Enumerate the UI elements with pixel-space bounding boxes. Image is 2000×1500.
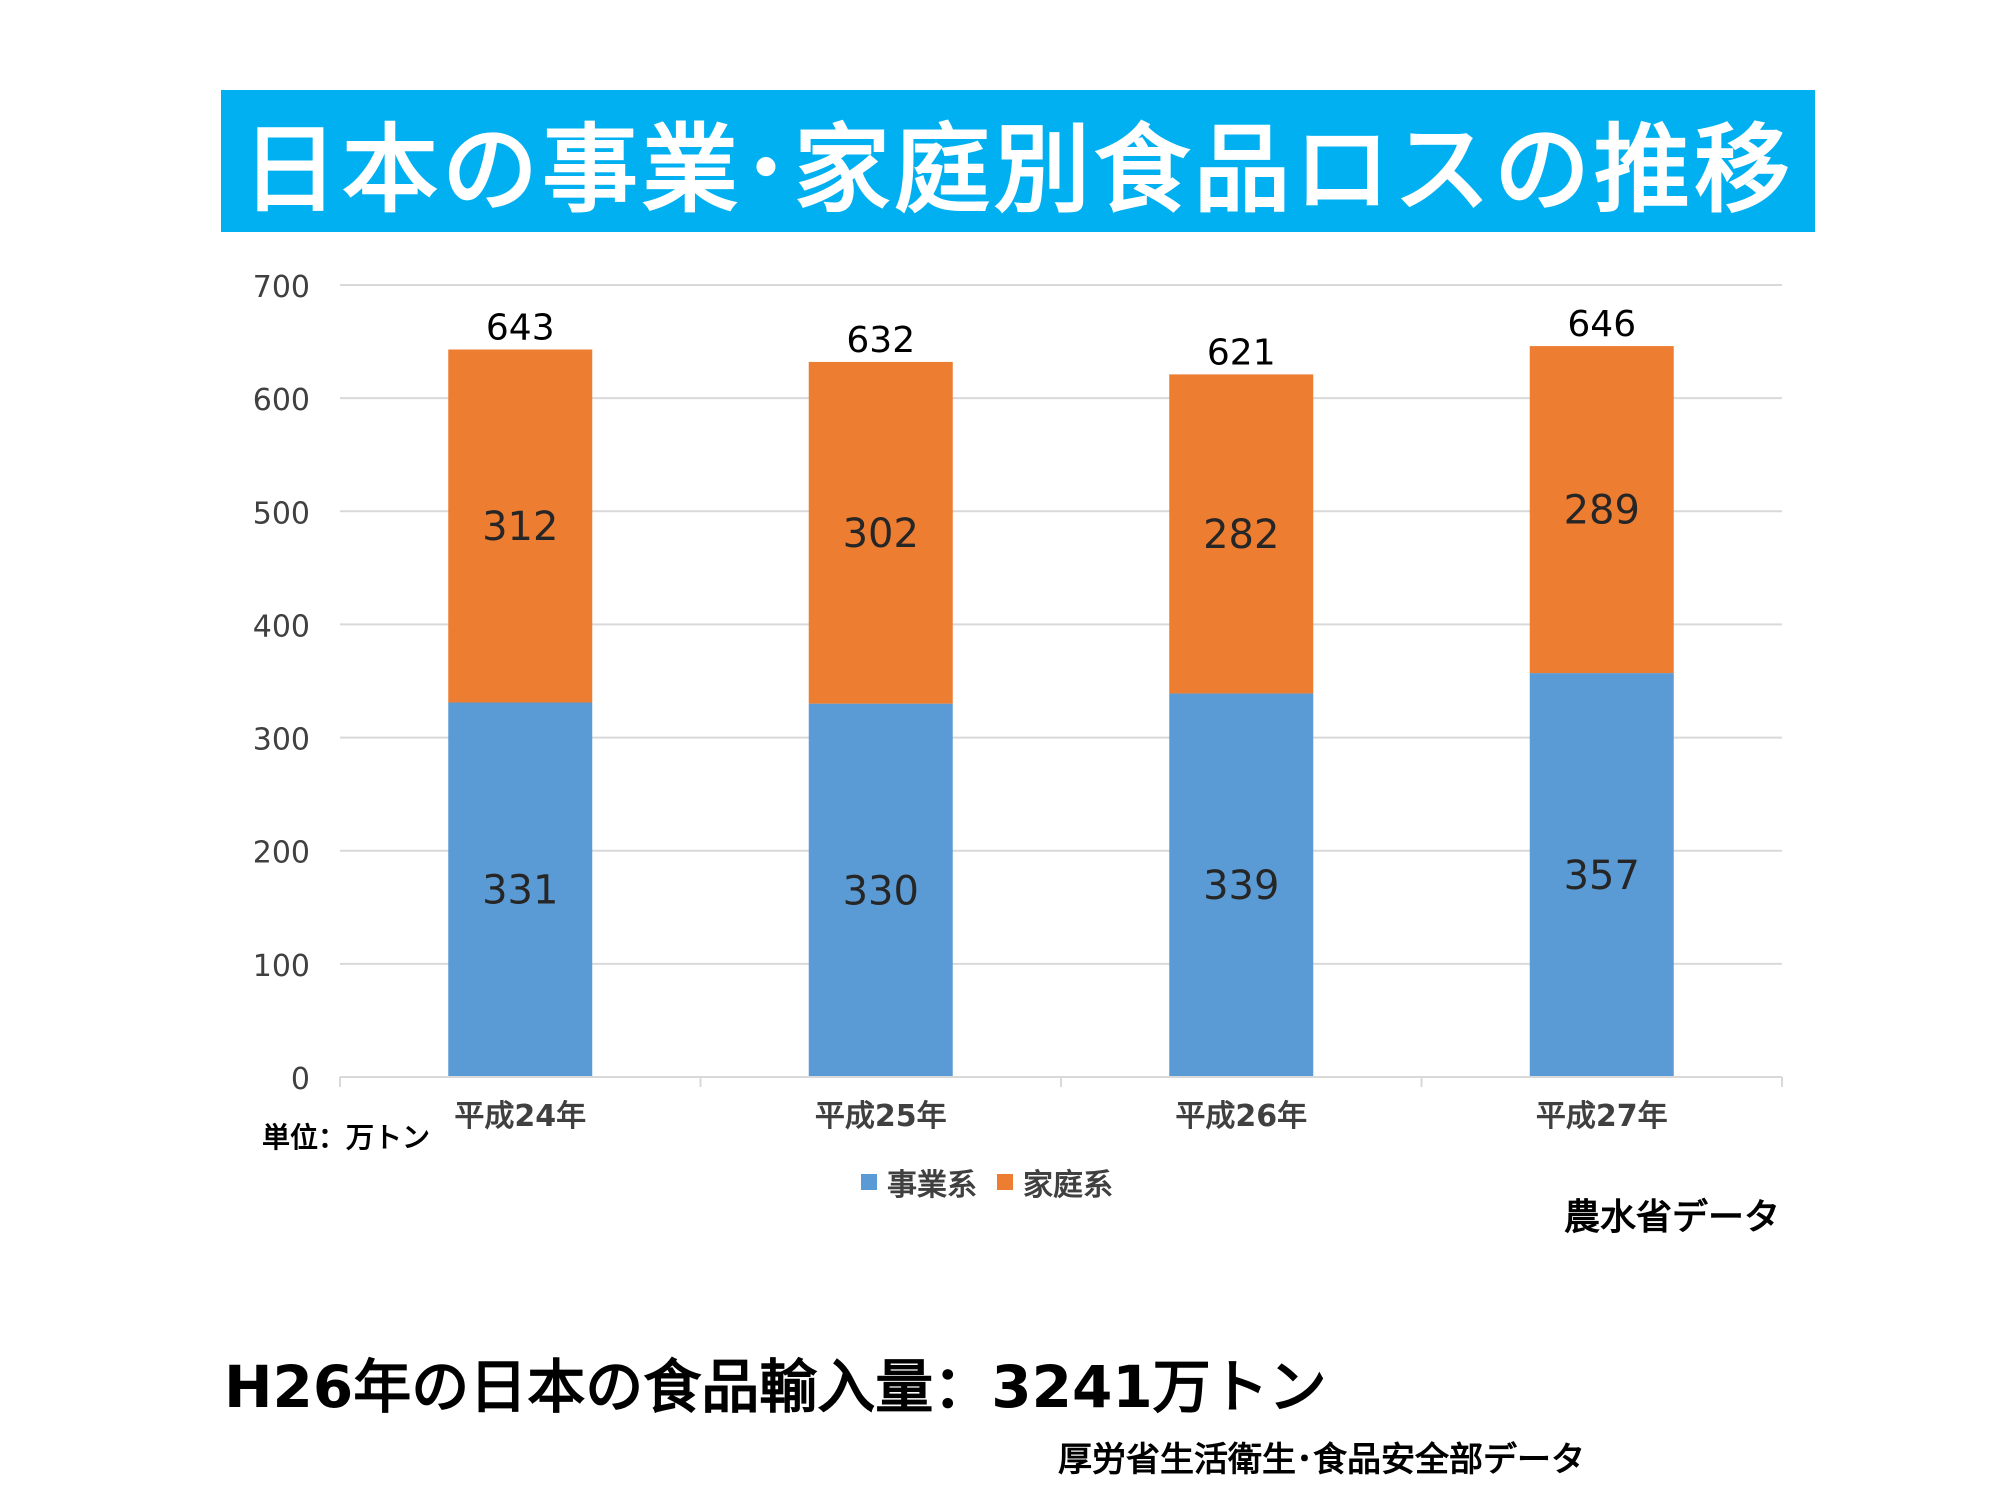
y-tick-label: 200 — [253, 836, 310, 871]
title-banner: 日本の事業･家庭別食品ロスの推移 — [221, 90, 1815, 232]
import-source: 厚労省生活衛生･食品安全部データ — [1058, 1440, 1585, 1480]
bar-business — [1169, 693, 1314, 1077]
total-value-label: 646 — [1567, 304, 1636, 345]
bars — [448, 346, 1674, 1077]
total-value-label: 632 — [846, 320, 915, 361]
axes: 0 100 200 300 400 500 600 700 平成24年 平成25年 平成26年 平成2… — [253, 270, 1783, 1134]
segment-value-label: 330 — [843, 868, 919, 914]
x-category-label: 平成26年 — [1175, 1099, 1307, 1134]
y-tick-label: 100 — [253, 949, 310, 984]
page-title: 日本の事業･家庭別食品ロスの推移 — [242, 113, 1794, 226]
segment-value-label: 331 — [482, 868, 558, 914]
bar-business — [1529, 673, 1674, 1077]
bar-household — [1169, 374, 1314, 694]
legend-item-business: 事業系 — [861, 1160, 977, 1204]
y-tick-label: 300 — [253, 723, 310, 758]
y-tick-label: 700 — [253, 270, 310, 305]
legend-swatch-household — [997, 1174, 1013, 1190]
segment-value-label: 357 — [1564, 853, 1640, 899]
legend-label-household: 家庭系 — [1023, 1168, 1113, 1203]
legend: 事業系 家庭系 — [0, 1160, 1974, 1204]
legend-item-household: 家庭系 — [997, 1160, 1113, 1204]
import-statement: H26年の日本の食品輸入量：3241万トン — [224, 1353, 1327, 1421]
y-tick-label: 0 — [291, 1062, 310, 1097]
bar-household — [1529, 346, 1674, 674]
bar-business — [448, 702, 593, 1077]
legend-label-business: 事業系 — [887, 1168, 977, 1203]
bar-household — [808, 361, 953, 704]
segment-value-label: 339 — [1203, 863, 1279, 909]
bar-household — [448, 349, 593, 703]
segment-value-label: 289 — [1564, 488, 1640, 534]
segment-value-label: 282 — [1203, 512, 1279, 558]
segment-value-label: 312 — [482, 504, 558, 550]
total-value-label: 643 — [486, 307, 555, 348]
bar-business — [808, 703, 953, 1077]
x-category-label: 平成24年 — [454, 1099, 586, 1134]
legend-swatch-business — [861, 1174, 877, 1190]
y-tick-label: 400 — [253, 609, 310, 644]
x-category-label: 平成27年 — [1536, 1099, 1668, 1134]
data-labels: 331 312 643 330 302 632 339 282 621 357 289 646 — [482, 304, 1640, 914]
unit-label: 単位：万トン — [262, 1121, 431, 1154]
total-value-label: 621 — [1207, 332, 1276, 373]
y-tick-label: 500 — [253, 496, 310, 531]
x-category-label: 平成25年 — [815, 1099, 947, 1134]
segment-value-label: 302 — [843, 511, 919, 557]
y-tick-label: 600 — [253, 383, 310, 418]
chart-source: 農水省データ — [1563, 1197, 1780, 1238]
